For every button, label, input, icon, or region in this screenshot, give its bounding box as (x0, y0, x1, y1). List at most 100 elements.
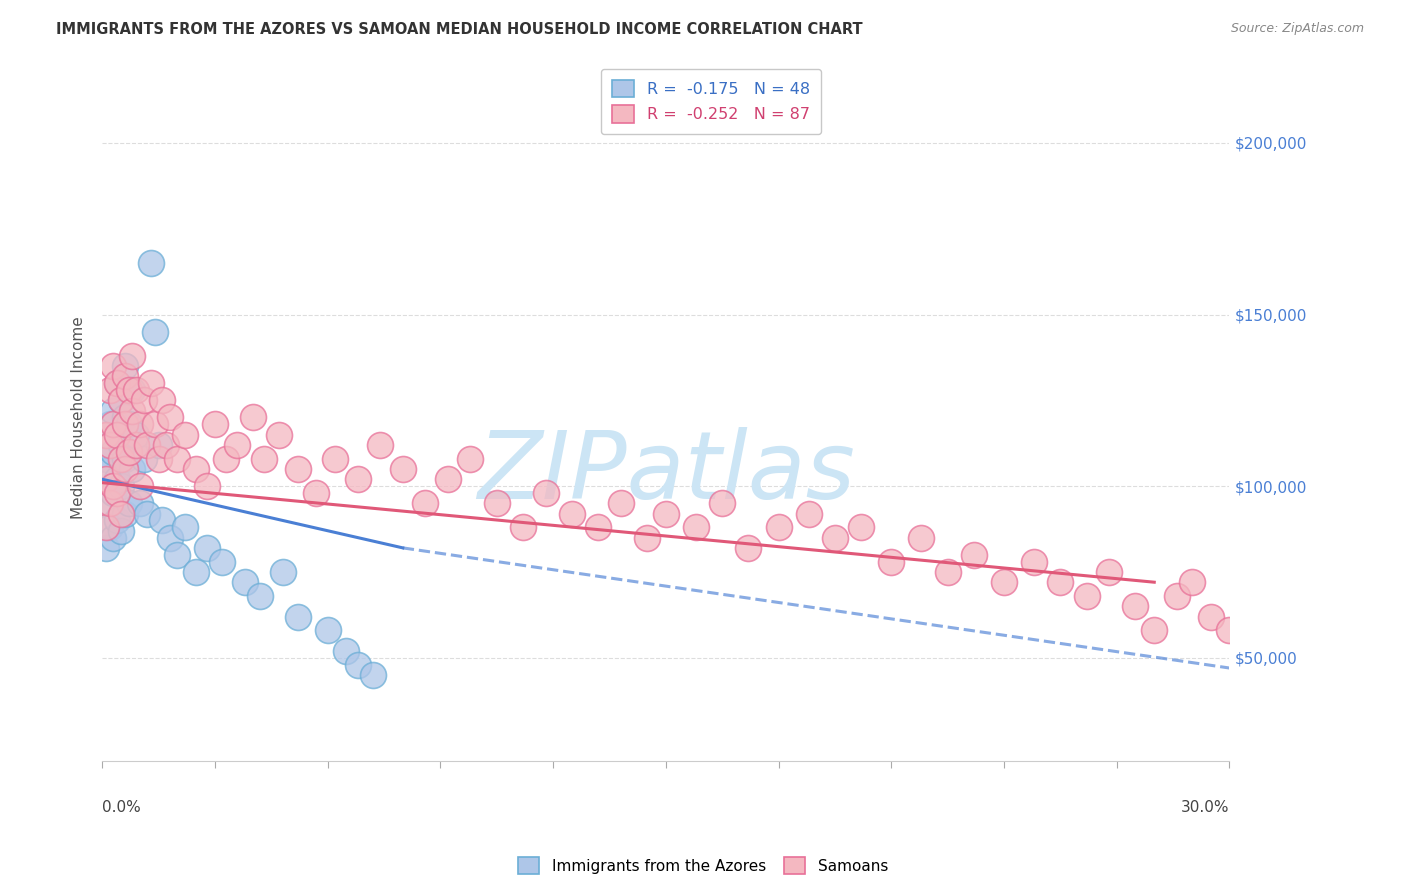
Point (150, 393, 173, 408)
Point (103, 486, 125, 500)
Point (197, 541, 219, 555)
Point (166, 548, 188, 562)
Point (94, 496, 117, 510)
Point (305, 486, 328, 500)
Point (114, 369, 136, 384)
Point (173, 520, 195, 534)
Point (103, 479, 125, 493)
Point (94, 427, 117, 442)
Legend: Immigrants from the Azores, Samoans: Immigrants from the Azores, Samoans (512, 851, 894, 880)
Point (132, 393, 155, 408)
Point (586, 520, 609, 534)
Point (98, 438, 121, 452)
Y-axis label: Median Household Income: Median Household Income (72, 316, 86, 519)
Text: 0.0%: 0.0% (103, 799, 141, 814)
Point (797, 507, 820, 521)
Point (534, 486, 557, 500)
Point (121, 462, 143, 476)
Point (346, 472, 368, 486)
Point (105, 427, 128, 442)
Point (117, 417, 139, 432)
Point (1286, 644, 1309, 658)
Point (117, 383, 139, 397)
Point (114, 410, 136, 425)
Point (1237, 633, 1260, 648)
Point (105, 513, 128, 527)
Point (139, 256, 162, 270)
Point (655, 507, 678, 521)
Point (242, 410, 264, 425)
Point (143, 417, 166, 432)
Point (267, 427, 290, 442)
Point (1181, 575, 1204, 590)
Point (711, 496, 734, 510)
Point (287, 462, 309, 476)
Point (110, 507, 132, 521)
Point (824, 531, 846, 545)
Point (1263, 609, 1285, 624)
Point (323, 451, 346, 466)
Point (125, 427, 148, 442)
Point (1076, 589, 1098, 603)
Point (125, 383, 148, 397)
Point (148, 451, 170, 466)
Point (139, 376, 162, 391)
Point (204, 417, 226, 432)
Point (105, 472, 128, 486)
Point (437, 472, 460, 486)
Point (963, 548, 986, 562)
Point (128, 417, 150, 432)
Point (121, 349, 143, 363)
Point (368, 438, 391, 452)
Point (768, 520, 790, 534)
Point (249, 589, 271, 603)
Point (485, 496, 508, 510)
Point (1166, 589, 1188, 603)
Text: IMMIGRANTS FROM THE AZORES VS SAMOAN MEDIAN HOUSEHOLD INCOME CORRELATION CHART: IMMIGRANTS FROM THE AZORES VS SAMOAN MED… (56, 22, 863, 37)
Point (361, 668, 384, 682)
Text: ZIPatlas: ZIPatlas (477, 427, 855, 518)
Text: 30.0%: 30.0% (1181, 799, 1229, 814)
Point (166, 451, 188, 466)
Point (125, 438, 148, 452)
Point (132, 451, 155, 466)
Point (737, 541, 759, 555)
Point (215, 451, 238, 466)
Point (117, 444, 139, 458)
Point (103, 531, 125, 545)
Point (226, 438, 249, 452)
Point (114, 359, 136, 373)
Point (94, 472, 117, 486)
Point (993, 575, 1015, 590)
Point (136, 507, 159, 521)
Point (110, 451, 132, 466)
Point (335, 644, 357, 658)
Point (1098, 565, 1121, 579)
Point (103, 417, 125, 432)
Point (415, 496, 437, 510)
Point (910, 531, 932, 545)
Point (391, 462, 413, 476)
Point (173, 427, 195, 442)
Point (880, 555, 903, 569)
Point (110, 393, 132, 408)
Point (128, 479, 150, 493)
Point (512, 520, 534, 534)
Point (1199, 609, 1222, 624)
Point (98, 383, 121, 397)
Point (346, 657, 368, 672)
Point (105, 376, 128, 391)
Point (936, 565, 959, 579)
Point (114, 417, 136, 432)
Point (211, 555, 233, 569)
Point (103, 403, 125, 417)
Point (186, 565, 208, 579)
Point (98, 496, 121, 510)
Text: Source: ZipAtlas.com: Source: ZipAtlas.com (1230, 22, 1364, 36)
Point (114, 462, 136, 476)
Point (121, 383, 143, 397)
Point (98, 520, 121, 534)
Point (128, 496, 150, 510)
Point (271, 565, 294, 579)
Point (103, 359, 125, 373)
